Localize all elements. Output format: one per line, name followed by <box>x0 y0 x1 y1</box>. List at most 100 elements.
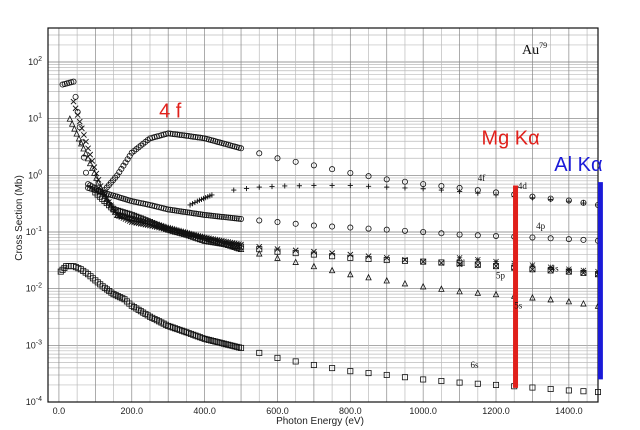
data-point <box>580 267 587 274</box>
annotation-label: 4 f <box>159 101 182 123</box>
data-point <box>365 253 372 260</box>
data-point <box>131 198 138 205</box>
data-point <box>529 234 536 241</box>
data-point <box>256 217 263 224</box>
x-tick-label: 0.0 <box>53 406 66 416</box>
data-point <box>274 246 281 252</box>
data-point <box>169 207 176 214</box>
data-point <box>223 341 230 348</box>
data-point <box>105 198 113 206</box>
x-tick-label: 600.0 <box>266 406 289 416</box>
data-point <box>146 201 153 208</box>
data-point <box>547 385 554 392</box>
data-point <box>238 215 245 222</box>
orbital-label: 5d <box>456 258 466 268</box>
data-point <box>68 120 76 127</box>
data-point <box>256 150 263 157</box>
data-point <box>135 199 142 206</box>
data-point <box>310 361 317 368</box>
data-point <box>493 381 500 388</box>
data-point <box>209 192 215 198</box>
data-point <box>167 206 174 213</box>
data-point <box>256 243 263 250</box>
y-tick-label: 102 <box>28 56 42 67</box>
data-point <box>86 159 94 167</box>
data-point <box>256 184 262 190</box>
data-point <box>187 202 193 208</box>
data-point <box>193 210 200 217</box>
data-point <box>188 210 195 217</box>
data-point <box>566 198 572 204</box>
data-point <box>167 130 174 137</box>
data-point <box>156 204 163 211</box>
data-point <box>329 166 336 173</box>
data-point <box>227 342 234 349</box>
data-point <box>383 371 390 378</box>
data-point <box>365 173 372 180</box>
data-point <box>82 169 89 176</box>
data-point <box>118 165 125 172</box>
data-point <box>529 384 536 391</box>
data-point <box>420 376 427 383</box>
data-point <box>493 232 500 239</box>
y-tick-label: 10-4 <box>26 396 42 407</box>
data-point <box>292 358 299 365</box>
data-point <box>548 196 554 203</box>
data-point <box>77 139 85 147</box>
data-point <box>401 257 408 264</box>
data-point <box>216 213 223 220</box>
data-point <box>197 211 204 218</box>
data-point <box>438 260 445 266</box>
y-tick-label: 10-2 <box>26 283 42 294</box>
orbital-label: 5s <box>514 301 523 311</box>
orbital-label: 4p <box>536 221 546 231</box>
orbital-label: 6s <box>471 360 480 370</box>
data-point <box>212 213 219 220</box>
data-point <box>401 374 408 381</box>
data-point <box>274 254 281 261</box>
data-point <box>274 219 281 226</box>
data-point <box>566 266 572 273</box>
element-symbol: Au <box>522 43 539 58</box>
data-point <box>329 223 336 230</box>
data-point <box>186 209 193 216</box>
data-point <box>190 133 197 140</box>
data-point <box>365 273 372 281</box>
data-point <box>282 183 288 189</box>
data-point <box>225 214 232 221</box>
data-point <box>201 211 208 218</box>
data-point <box>401 279 409 287</box>
data-point <box>158 204 165 211</box>
grid <box>48 28 598 403</box>
data-point <box>274 155 281 162</box>
data-point <box>311 182 317 189</box>
data-point <box>310 222 317 229</box>
data-point <box>565 236 572 243</box>
series-4d <box>187 182 601 208</box>
data-point <box>151 203 158 210</box>
data-point <box>227 214 234 221</box>
data-point <box>101 192 108 199</box>
data-point <box>365 183 372 189</box>
data-point <box>89 157 96 164</box>
data-point <box>292 258 299 265</box>
data-point <box>114 293 121 300</box>
data-point <box>201 335 208 342</box>
data-point <box>91 169 98 176</box>
data-point <box>74 112 81 118</box>
data-point <box>99 283 106 290</box>
data-point <box>220 340 227 347</box>
data-point <box>438 378 445 385</box>
x-tick-label: 1200.0 <box>482 406 510 416</box>
data-point <box>438 285 445 292</box>
data-point <box>73 130 80 137</box>
data-point <box>438 187 444 193</box>
data-point <box>208 337 215 344</box>
data-point <box>187 133 194 140</box>
data-point <box>133 199 140 206</box>
data-point <box>347 169 354 176</box>
annotations: 4 f Mg Kα Al Kα <box>159 101 602 176</box>
data-point <box>216 339 223 346</box>
data-point <box>220 214 227 221</box>
data-point <box>88 164 96 172</box>
